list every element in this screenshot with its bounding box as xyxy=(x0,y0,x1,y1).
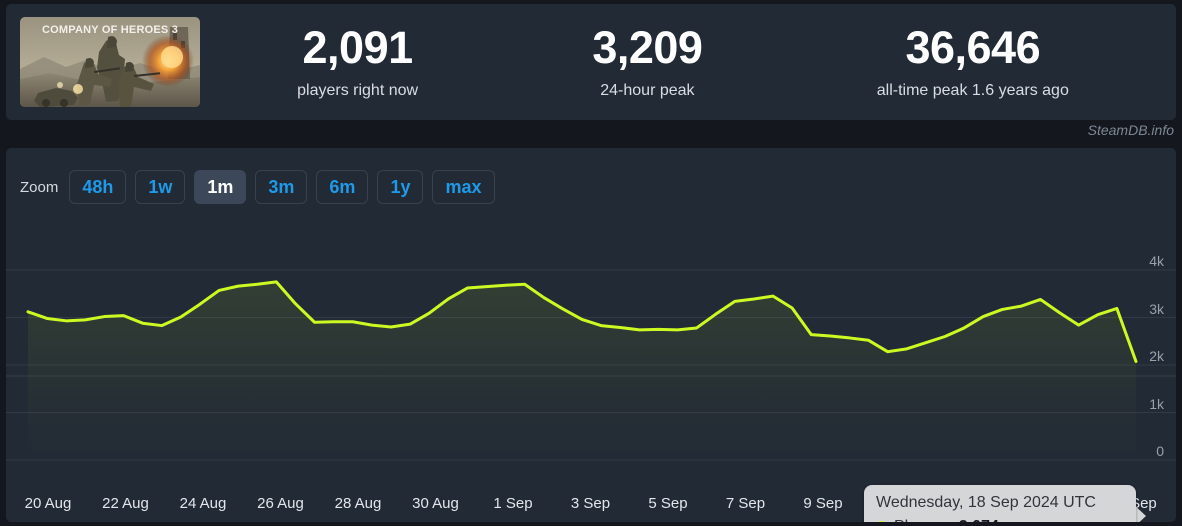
x-axis-tick-5-sep: 5 Sep xyxy=(648,495,688,512)
player-count-chart-panel: Zoom 48h 1w 1m 3m 6m 1y max 0 1k 2k 3k 4k Wednesda… xyxy=(6,148,1176,522)
stat-players-right-now: 2,091 players right now xyxy=(297,25,418,99)
stat-all-time-peak: 36,646 all-time peak 1.6 years ago xyxy=(877,25,1069,99)
stat-group: 2,091 players right now 3,209 24-hour pe… xyxy=(200,25,1176,99)
tooltip-player-value: 2 074 xyxy=(959,516,999,522)
y-axis-tick-0: 0 xyxy=(1156,443,1164,459)
zoom-button-6m[interactable]: 6m xyxy=(316,170,369,204)
x-axis-tick-30-aug: 30 Aug xyxy=(412,495,459,512)
zoom-range-selector: Zoom 48h 1w 1m 3m 6m 1y max xyxy=(20,170,495,204)
x-axis-tick-24-aug: 24 Aug xyxy=(179,495,227,512)
x-axis-tick-28-aug: 28 Aug xyxy=(334,495,382,512)
steamdb-watermark: SteamDB.info xyxy=(1087,122,1174,138)
zoom-button-3m[interactable]: 3m xyxy=(255,170,308,204)
y-axis-tick-2k: 2k xyxy=(1149,348,1164,364)
zoom-button-48h[interactable]: 48h xyxy=(69,170,127,204)
plot-area[interactable] xyxy=(6,148,1176,522)
y-axis-tick-1k: 1k xyxy=(1149,395,1164,412)
tooltip-series-label: Players: xyxy=(894,516,952,522)
series-color-dot xyxy=(876,520,887,522)
x-axis-tick-22-aug: 22 Aug xyxy=(102,495,149,512)
24-hour-peak-value: 3,209 xyxy=(592,22,703,73)
company-of-heroes-3-artwork: COMPANY OF HEROES 3 xyxy=(20,17,200,107)
game-stats-header: COMPANY OF HEROES 3 2,091 players right … xyxy=(6,4,1176,120)
x-axis-tick-20-aug: 20 Aug xyxy=(24,495,72,512)
tooltip-series-row: Players: 2 074 xyxy=(876,516,1124,522)
x-axis-tick-3-sep: 3 Sep xyxy=(570,495,611,512)
stat-24-hour-peak: 3,209 24-hour peak xyxy=(592,22,703,99)
svg-text:COMPANY OF HEROES 3: COMPANY OF HEROES 3 xyxy=(42,24,178,36)
all-time-peak-label: all-time peak 1.6 years ago xyxy=(876,82,1069,99)
zoom-button-group: 48h 1w 1m 3m 6m 1y max xyxy=(69,170,495,204)
player-count-line-chart xyxy=(6,269,1176,461)
zoom-button-1m[interactable]: 1m xyxy=(194,170,247,204)
chart-area-fill xyxy=(28,281,1136,460)
x-axis-tick-7-sep: 7 Sep xyxy=(725,495,766,512)
24-hour-peak-label: 24-hour peak xyxy=(600,82,695,99)
game-capsule-image[interactable]: COMPANY OF HEROES 3 xyxy=(20,17,200,107)
tooltip-date: Wednesday, 18 Sep 2024 UTC xyxy=(876,494,1096,511)
zoom-label: Zoom xyxy=(20,178,59,196)
all-time-peak-value: 36,646 xyxy=(905,22,1041,73)
chart-tooltip: Wednesday, 18 Sep 2024 UTC Players: 2 07… xyxy=(864,485,1136,522)
players-right-now-label: players right now xyxy=(297,82,419,99)
x-axis-tick-9-sep: 9 Sep xyxy=(803,495,843,512)
y-axis-tick-3k: 3k xyxy=(1149,300,1164,317)
zoom-button-1y[interactable]: 1y xyxy=(377,170,424,204)
x-axis-tick-1-sep: 1 Sep xyxy=(493,495,533,512)
y-axis-tick-4k: 4k xyxy=(1149,253,1164,269)
players-right-now-value: 2,091 xyxy=(302,22,414,73)
players-line xyxy=(26,280,1138,363)
x-axis-tick-26-aug: 26 Aug xyxy=(257,495,304,512)
zoom-button-1w[interactable]: 1w xyxy=(135,170,186,204)
zoom-button-max[interactable]: max xyxy=(432,170,495,204)
